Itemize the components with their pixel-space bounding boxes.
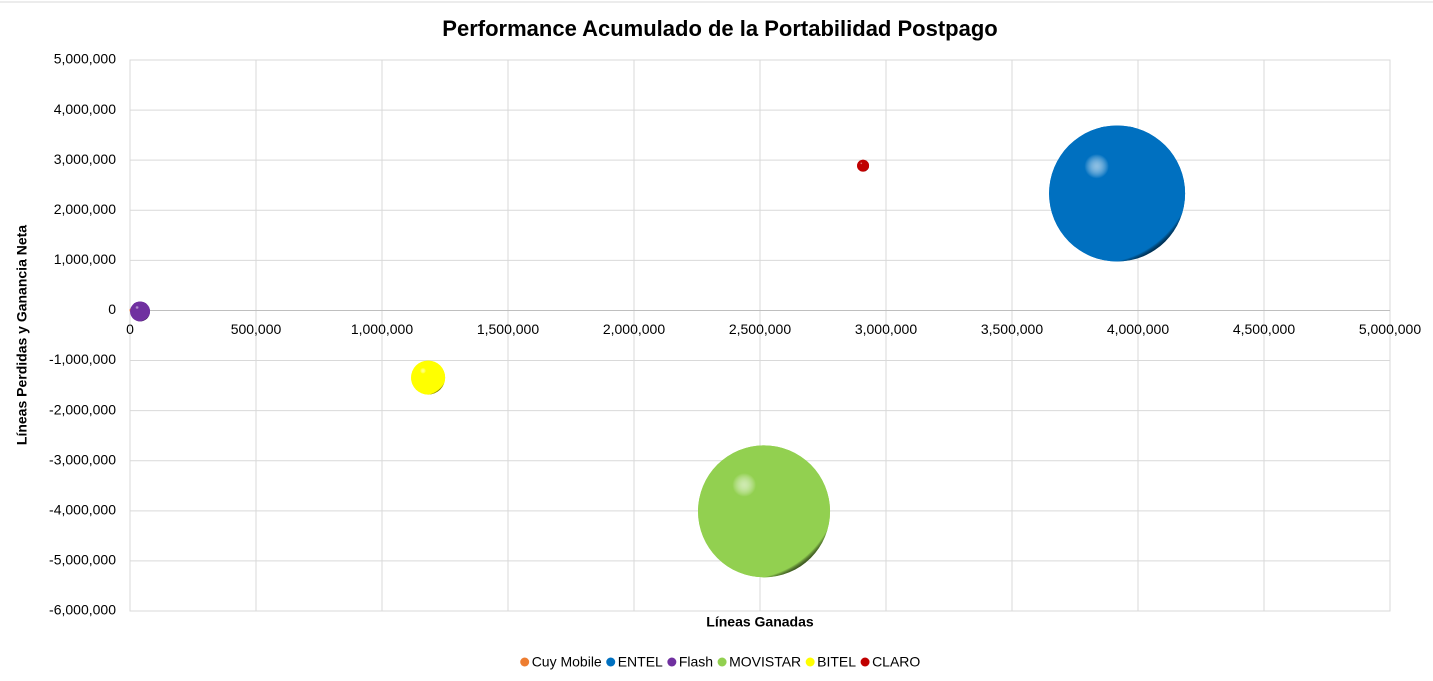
y-tick-label: -3,000,000 (49, 451, 116, 467)
legend-label: Flash (679, 654, 713, 670)
x-tick-label: 5,000,000 (1359, 321, 1421, 337)
y-tick-label: -2,000,000 (49, 401, 116, 417)
legend-marker (667, 657, 677, 667)
legend-label: ENTEL (618, 654, 663, 670)
y-tick-label: 2,000,000 (54, 201, 116, 217)
x-tick-label: 2,000,000 (603, 321, 665, 337)
legend-label: Cuy Mobile (532, 654, 602, 670)
x-axis-label: Líneas Ganadas (706, 614, 814, 630)
x-tick-label: 0 (126, 321, 134, 337)
y-tick-label: -6,000,000 (49, 602, 116, 618)
y-tick-label: -1,000,000 (49, 351, 116, 367)
bubble-shade (130, 301, 151, 322)
x-tick-label: 1,000,000 (351, 321, 413, 337)
legend-label: CLARO (872, 654, 920, 670)
x-tick-label: 2,500,000 (729, 321, 791, 337)
legend-marker (860, 657, 870, 667)
y-axis-label: Líneas Perdidas y Ganancia Neta (14, 225, 30, 445)
chart-title: Performance Acumulado de la Portabilidad… (442, 16, 997, 41)
bubble-shade (857, 159, 870, 172)
y-tick-label: 5,000,000 (54, 51, 116, 67)
x-tick-label: 3,500,000 (981, 321, 1043, 337)
x-tick-label: 4,000,000 (1107, 321, 1169, 337)
bubble-shade (698, 445, 831, 578)
bubble-shade (411, 360, 446, 395)
bubble-shade (1049, 125, 1186, 262)
y-tick-label: -5,000,000 (49, 552, 116, 568)
legend-marker (717, 657, 727, 667)
x-tick-label: 1,500,000 (477, 321, 539, 337)
y-tick-label: 0 (108, 301, 116, 317)
x-tick-label: 3,000,000 (855, 321, 917, 337)
legend-label: BITEL (817, 654, 856, 670)
y-tick-label: 3,000,000 (54, 151, 116, 167)
x-tick-label: 4,500,000 (1233, 321, 1295, 337)
legend-marker (520, 657, 530, 667)
y-tick-label: 1,000,000 (54, 251, 116, 267)
legend-marker (606, 657, 616, 667)
legend-label: MOVISTAR (729, 654, 801, 670)
legend-marker (805, 657, 815, 667)
x-tick-label: 500,000 (231, 321, 282, 337)
y-tick-label: 4,000,000 (54, 101, 116, 117)
y-tick-label: -4,000,000 (49, 502, 116, 518)
